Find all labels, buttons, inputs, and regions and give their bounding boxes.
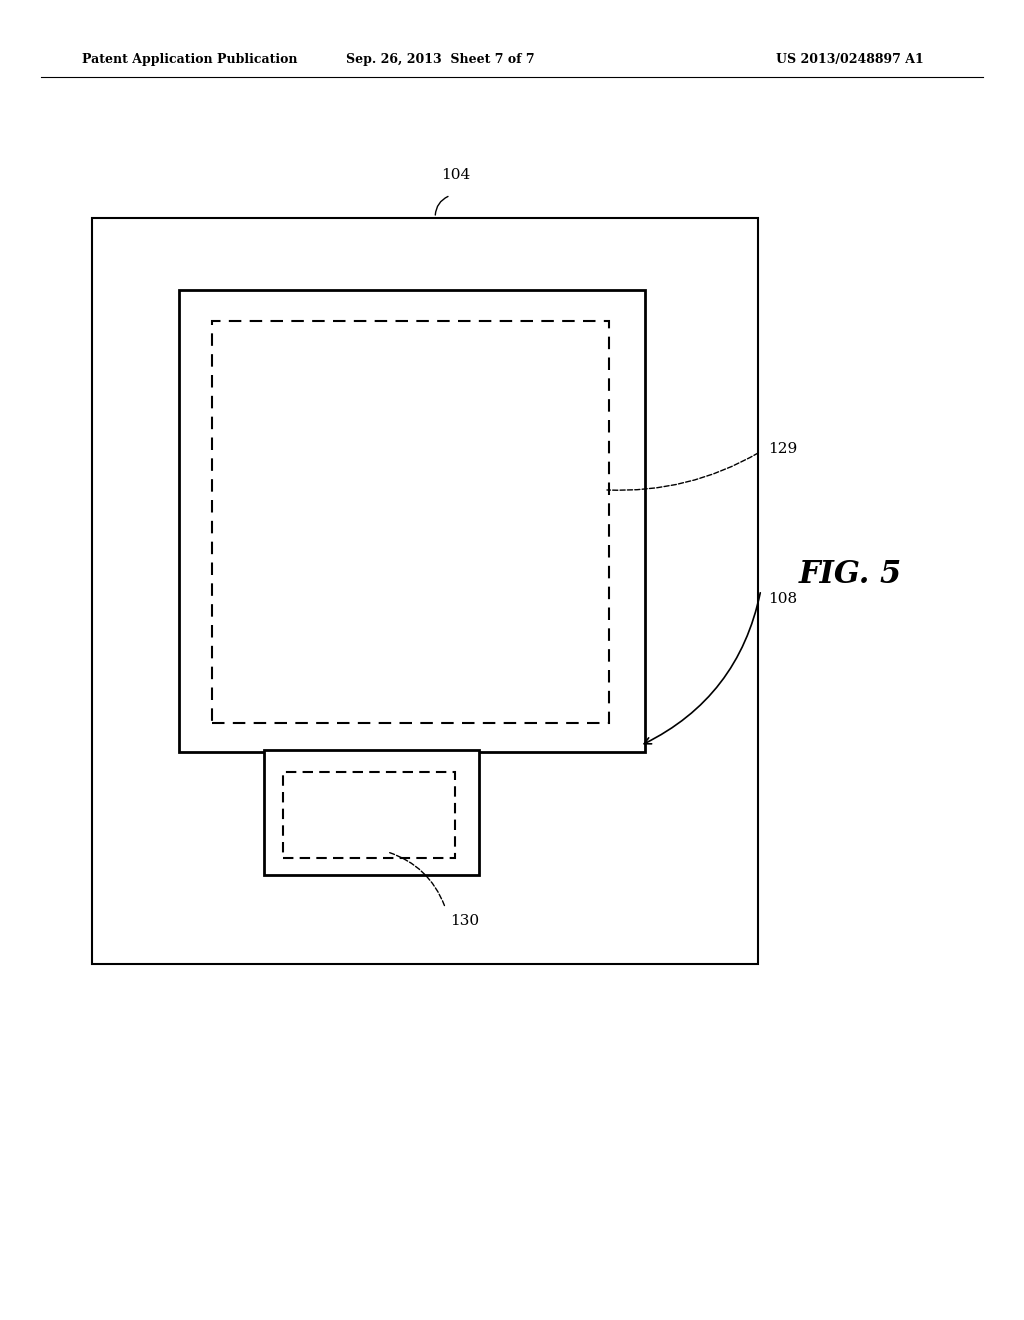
- Text: 130: 130: [451, 915, 479, 928]
- Text: 104: 104: [441, 168, 470, 182]
- Bar: [179, 290, 645, 752]
- Text: 108: 108: [768, 593, 797, 606]
- Bar: [92, 218, 758, 964]
- Text: US 2013/0248897 A1: US 2013/0248897 A1: [776, 53, 924, 66]
- Text: FIG. 5: FIG. 5: [799, 558, 901, 590]
- Text: Sep. 26, 2013  Sheet 7 of 7: Sep. 26, 2013 Sheet 7 of 7: [346, 53, 535, 66]
- Bar: [212, 321, 609, 723]
- Text: Patent Application Publication: Patent Application Publication: [82, 53, 297, 66]
- Text: 129: 129: [768, 442, 798, 455]
- Bar: [264, 750, 479, 875]
- Bar: [283, 772, 455, 858]
